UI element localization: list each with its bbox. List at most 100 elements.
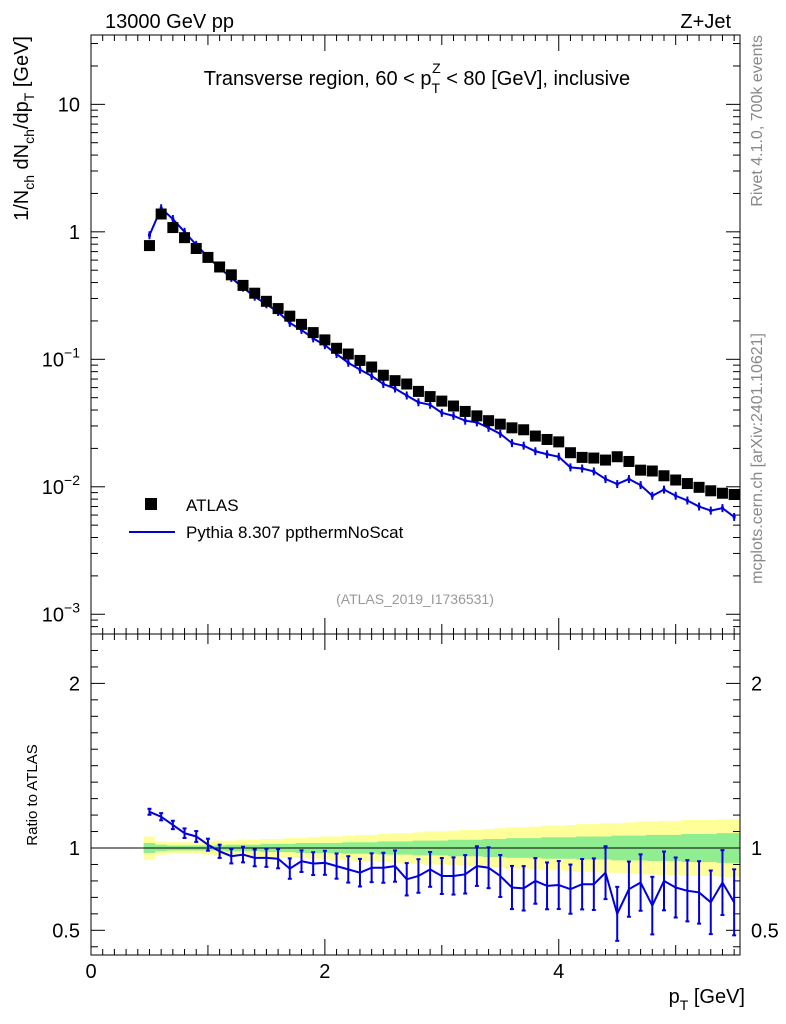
ratio-y-tick-label-right: 0.5 bbox=[751, 920, 779, 942]
atlas-point bbox=[249, 287, 261, 299]
atlas-point bbox=[518, 424, 530, 436]
pythia-point bbox=[416, 400, 420, 404]
ratio-axes: 0.5 0.5 1 1 2 2 0 2 4 bbox=[52, 634, 779, 983]
atlas-point bbox=[167, 222, 179, 234]
main-frame bbox=[90, 34, 741, 635]
atlas-point bbox=[295, 318, 307, 330]
pythia-point bbox=[183, 230, 187, 234]
atlas-point bbox=[646, 465, 658, 477]
main-y-tick-label: 10 bbox=[58, 94, 80, 116]
atlas-point bbox=[436, 395, 448, 407]
pythia-point bbox=[171, 217, 175, 221]
atlas-point bbox=[658, 470, 670, 482]
pythia-point bbox=[650, 494, 654, 498]
mcplots-info: mcplots.cern.ch [arXiv:2401.10621] bbox=[749, 333, 766, 584]
atlas-point bbox=[529, 430, 541, 442]
atlas-point bbox=[553, 436, 565, 448]
pythia-point bbox=[662, 488, 666, 492]
atlas-point bbox=[225, 269, 237, 281]
atlas-point bbox=[576, 451, 588, 463]
ratio-y-label: Ratio to ATLAS bbox=[24, 744, 41, 845]
plot-title-sub: T bbox=[432, 80, 441, 96]
x-tick-label: 2 bbox=[319, 961, 330, 983]
pythia-point bbox=[370, 374, 374, 378]
pythia-point bbox=[498, 432, 502, 436]
pythia-point bbox=[452, 414, 456, 418]
pythia-point bbox=[346, 361, 350, 365]
pythia-point bbox=[159, 206, 163, 210]
pythia-point bbox=[299, 328, 303, 332]
pythia-point bbox=[627, 477, 631, 481]
legend: ATLAS Pythia 8.307 ppthermNoScat bbox=[129, 496, 404, 542]
pythia-point bbox=[381, 382, 385, 386]
main-y-label: 1/Nch dNch/dpT [GeV] bbox=[11, 36, 37, 221]
atlas-point bbox=[564, 447, 576, 459]
atlas-point bbox=[155, 208, 167, 220]
pythia-point bbox=[639, 483, 643, 487]
atlas-point bbox=[541, 433, 553, 445]
main-axes: 10−3 10−2 10−1 1 10 bbox=[42, 35, 740, 635]
atlas-point bbox=[366, 361, 378, 373]
atlas-point bbox=[623, 455, 635, 467]
atlas-point bbox=[459, 405, 471, 417]
plot-title-sup: Z bbox=[432, 60, 441, 76]
atlas-point bbox=[728, 488, 740, 500]
atlas-point bbox=[389, 375, 401, 387]
ratio-y-tick-label: 0.5 bbox=[52, 920, 80, 942]
atlas-point bbox=[143, 240, 155, 252]
ratio-y-tick-label-right: 2 bbox=[751, 673, 762, 695]
pythia-point bbox=[674, 494, 678, 498]
pythia-point bbox=[311, 336, 315, 340]
pythia-point bbox=[475, 420, 479, 424]
pythia-point bbox=[522, 444, 526, 448]
atlas-point bbox=[600, 454, 612, 466]
atlas-point bbox=[202, 251, 214, 263]
ratio-y-tick-label: 2 bbox=[69, 673, 80, 695]
pythia-point bbox=[335, 352, 339, 356]
plot-title-prefix: Transverse region, 60 < p bbox=[204, 68, 432, 90]
plot-title: Transverse region, 60 < pTZ < 80 [GeV], … bbox=[204, 60, 630, 96]
rivet-info: Rivet 4.1.0, 700k events bbox=[749, 35, 766, 207]
plot-title-suffix: < 80 [GeV], inclusive bbox=[441, 68, 631, 90]
pythia-point bbox=[604, 477, 608, 481]
atlas-point bbox=[716, 487, 728, 499]
atlas-point bbox=[354, 354, 366, 366]
atlas-point bbox=[179, 232, 191, 244]
pythia-point bbox=[720, 506, 724, 510]
main-y-tick-label: 10−3 bbox=[42, 599, 80, 626]
pythia-point bbox=[358, 368, 362, 372]
pythia-point bbox=[592, 469, 596, 473]
atlas-point bbox=[214, 261, 226, 273]
main-plot: 10−3 10−2 10−1 1 10 Transverse region, 60 < … bbox=[11, 34, 741, 635]
atlas-point bbox=[506, 422, 518, 434]
pythia-point bbox=[405, 394, 409, 398]
atlas-point bbox=[377, 369, 389, 381]
atlas-point bbox=[635, 464, 647, 476]
analysis-watermark: (ATLAS_2019_I1736531) bbox=[336, 591, 494, 607]
process-label: Z+Jet bbox=[680, 11, 731, 33]
atlas-point bbox=[190, 242, 202, 254]
pythia-line bbox=[148, 206, 735, 518]
atlas-point bbox=[670, 474, 682, 486]
pythia-point bbox=[440, 411, 444, 415]
pythia-point bbox=[510, 441, 514, 445]
x-axis-label: pT [GeV] bbox=[669, 986, 745, 1013]
atlas-point bbox=[319, 334, 331, 346]
ratio-plot: 0.5 0.5 1 1 2 2 0 2 4 Ratio to ATLAS pT [GeV] bbox=[24, 633, 779, 1013]
pythia-point bbox=[288, 321, 292, 325]
pythia-point bbox=[545, 452, 549, 456]
x-tick-label: 0 bbox=[85, 961, 96, 983]
main-y-tick-label: 10−1 bbox=[42, 344, 80, 371]
atlas-point bbox=[471, 410, 483, 422]
atlas-point bbox=[611, 451, 623, 463]
pythia-point bbox=[463, 419, 467, 423]
pythia-point bbox=[709, 509, 713, 513]
atlas-point bbox=[588, 452, 600, 464]
atlas-point bbox=[681, 478, 693, 490]
energy-label: 13000 GeV pp bbox=[105, 11, 234, 33]
ratio-frame bbox=[90, 633, 741, 956]
pythia-point bbox=[428, 403, 432, 407]
atlas-point bbox=[448, 400, 460, 412]
legend-atlas-marker bbox=[145, 498, 157, 510]
